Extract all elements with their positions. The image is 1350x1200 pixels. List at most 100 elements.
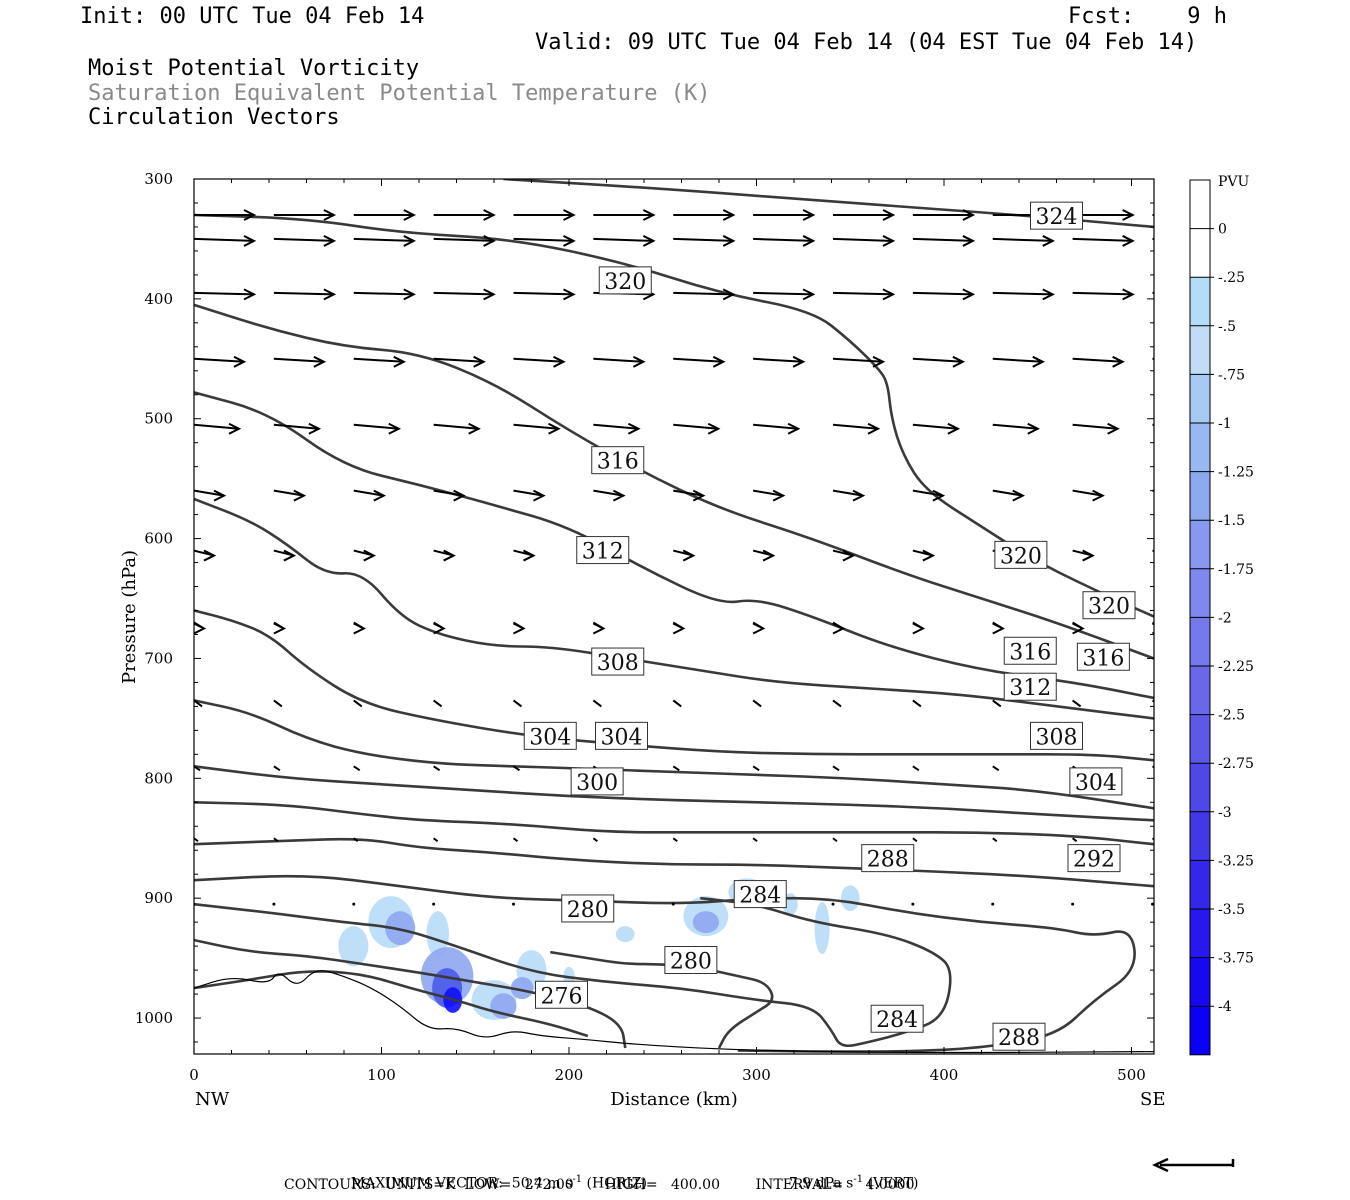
circulation-vector: [432, 902, 436, 906]
colorbar-swatch: [1190, 423, 1210, 472]
field-title-vectors: Circulation Vectors: [88, 105, 340, 130]
circulation-vector: [752, 621, 766, 635]
circulation-vector: [831, 902, 835, 906]
circulation-vector: [832, 837, 838, 843]
x-tick-label: 100: [367, 1066, 396, 1084]
circulation-vector: [912, 355, 966, 368]
circulation-vector: [912, 288, 976, 301]
circulation-vector: [832, 235, 896, 247]
circulation-vector: [991, 902, 995, 906]
colorbar-swatch: [1190, 471, 1210, 521]
circulation-vector: [513, 355, 566, 368]
axes: 300 400 500 600 700 800 900 1000 0 100 200 300 400 50…: [135, 170, 1154, 1084]
contour-label: 320: [1088, 595, 1130, 620]
colorbar-label: -1.75: [1218, 562, 1254, 578]
y-axis-title: Pressure (hPa): [119, 550, 140, 684]
contour-label: 276: [541, 984, 583, 1009]
colorbar-label: -4: [1218, 999, 1232, 1015]
circulation-vector: [911, 902, 915, 906]
circulation-vector: [673, 209, 736, 221]
x-left-end-label: NW: [195, 1089, 230, 1110]
contour-label-box: [1003, 672, 1057, 701]
circulation-vector: [752, 549, 776, 562]
colorbar-swatch: [1190, 568, 1210, 618]
circulation-vector: [273, 621, 287, 635]
colorbar-title: PVU: [1218, 174, 1250, 190]
circulation-vector: [433, 235, 496, 247]
circulation-vector: [673, 235, 736, 247]
circulation-vector: [992, 355, 1045, 368]
circulation-vector: [1072, 621, 1085, 635]
circulation-vector: [433, 837, 439, 843]
pv-region: [615, 926, 635, 943]
contour-label: 304: [601, 725, 643, 750]
circulation-vector: [433, 355, 486, 368]
circulation-vector: [273, 209, 337, 221]
colorbar-swatch: [1190, 957, 1210, 1007]
contour-label-box: [733, 880, 787, 909]
field-title-theta-es: Saturation Equivalent Potential Temperat…: [88, 81, 711, 106]
valid-time: Valid: 09 UTC Tue 04 Feb 14 (04 EST Tue …: [535, 30, 1198, 55]
contour-label: 288: [998, 1026, 1040, 1051]
circulation-vector: [912, 699, 922, 708]
y-tick-label: 900: [144, 889, 173, 907]
surface-line: [194, 970, 1154, 1054]
circulation-vector: [832, 489, 866, 502]
circulation-vector: [1072, 699, 1082, 708]
contour-label: 308: [1036, 725, 1078, 750]
y-tick-label: 1000: [135, 1009, 173, 1027]
circulation-vector: [912, 621, 926, 635]
circulation-vector: [273, 422, 322, 435]
circulation-vector: [593, 489, 626, 502]
circulation-vector: [1152, 489, 1154, 492]
contour-label-box: [992, 1022, 1046, 1051]
circulation-vector: [753, 235, 816, 247]
circulation-vector: [273, 837, 279, 843]
circulation-vector: [194, 422, 242, 435]
circulation-vector: [352, 902, 356, 906]
circulation-vector: [753, 355, 806, 368]
circulation-vector: [353, 288, 416, 301]
pv-colorbar: 0 -.25 -.5 -.75 -1 -1.25 -1.5 -1.75 -2 -2.25 -2.5 -…: [1189, 179, 1254, 1056]
circulation-vector: [513, 235, 576, 247]
colorbar-label: -3.75: [1218, 951, 1254, 967]
circulation-vector: [433, 209, 496, 221]
circulation-vector: [593, 209, 656, 221]
contour-label: 316: [597, 450, 639, 475]
max-vector-line: MAXIMUM VECTOR: 50.4 m s-1 (HORIZ): [350, 1174, 647, 1192]
circulation-vector: [513, 549, 536, 562]
contour-label: 316: [1082, 646, 1124, 671]
field-title-pv: Moist Potential Vorticity: [88, 56, 420, 81]
circulation-vector: [1072, 235, 1135, 247]
circulation-vector: [194, 837, 199, 843]
colorbar-swatch: [1190, 666, 1210, 715]
circulation-vector: [832, 355, 886, 368]
circulation-vectors: [194, 209, 1154, 906]
circulation-vector: [513, 489, 546, 502]
init-time: Init: 00 UTC Tue 04 Feb 14: [80, 4, 425, 29]
circulation-vector: [833, 209, 896, 221]
contour-label-box: [870, 1004, 924, 1033]
circulation-vector: [592, 837, 598, 843]
contour-308: [194, 497, 1154, 720]
circulation-vector: [353, 422, 401, 435]
pv-region: [510, 977, 534, 1000]
contour-276: [194, 970, 589, 1038]
contour-label-box: [1069, 767, 1123, 796]
circulation-vector: [273, 355, 327, 368]
contour-label: 320: [604, 270, 646, 295]
circulation-vector: [912, 209, 976, 221]
circulation-vector: [273, 235, 337, 247]
colorbar-swatch: [1190, 617, 1210, 666]
contour-label: 280: [670, 950, 712, 975]
circulation-vector: [992, 489, 1025, 502]
circulation-vector: [673, 489, 706, 502]
circulation-vector: [513, 209, 576, 221]
x-tick-label: 300: [742, 1066, 771, 1084]
colorbar-swatch: [1190, 228, 1210, 278]
contour-label: 312: [1009, 676, 1051, 701]
contour-label-box: [1082, 591, 1136, 620]
circulation-vector: [433, 699, 443, 708]
circulation-vector: [752, 489, 786, 502]
circulation-vector: [992, 837, 998, 843]
